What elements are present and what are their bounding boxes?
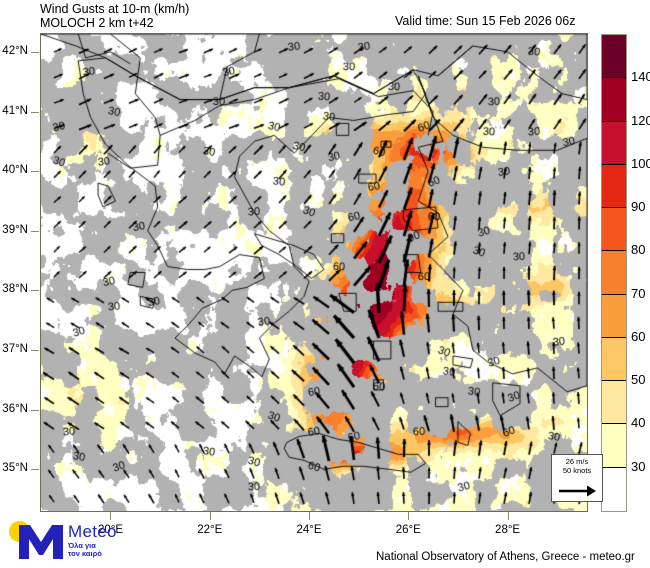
colorbar-band xyxy=(602,251,626,295)
colorbar-tick-label: 80 xyxy=(631,242,646,258)
colorbar-band xyxy=(602,467,626,511)
colorbar-tick-label: 140 xyxy=(631,69,650,85)
longitude-tick-mark xyxy=(408,512,410,520)
colorbar-band xyxy=(602,164,626,209)
colorbar-tick-label: 30 xyxy=(631,458,646,474)
latitude-tick-mark xyxy=(31,409,39,411)
longitude-tick-label: 24°E xyxy=(296,524,322,536)
latitude-tick-mark xyxy=(31,51,39,53)
wind-arrow-icon xyxy=(559,485,596,497)
colorbar-tick-label: 70 xyxy=(631,285,646,301)
colorbar-band xyxy=(602,294,626,338)
colorbar-band xyxy=(602,424,626,468)
valid-time-label: Valid time: Sun 15 Feb 2026 06z xyxy=(395,14,576,28)
latitude-tick-mark xyxy=(31,469,39,471)
colorbar-tick-label: 90 xyxy=(631,199,646,215)
latitude-tick-label: 40°N xyxy=(2,164,28,177)
gust-speed-colorbar xyxy=(601,34,627,512)
latitude-tick-mark xyxy=(31,230,39,232)
colorbar-band xyxy=(602,208,626,252)
longitude-tick-mark xyxy=(110,512,112,520)
colorbar-band xyxy=(602,78,626,122)
longitude-tick-mark xyxy=(209,512,211,520)
colorbar-tick-label: 40 xyxy=(631,415,646,431)
vector-legend-knots: 50 knots xyxy=(562,466,592,476)
longitude-tick-label: 20°E xyxy=(97,524,124,536)
longitude-tick-mark xyxy=(507,512,509,520)
colorbar-band xyxy=(602,381,626,425)
latitude-tick-mark xyxy=(31,111,39,113)
latitude-tick-label: 38°N xyxy=(2,283,28,296)
latitude-tick-label: 37°N xyxy=(2,343,28,355)
weather-map-plot[interactable] xyxy=(40,33,588,512)
chart-title-primary: Wind Gusts at 10-m (km/h) xyxy=(40,2,190,16)
colorbar-tick-label: 60 xyxy=(631,328,646,344)
longitude-tick-label: 28°E xyxy=(495,524,521,536)
latitude-tick-label: 35°N xyxy=(2,462,28,475)
latitude-tick-label: 42°N xyxy=(2,44,28,57)
colorbar-tick-label: 120 xyxy=(631,112,650,128)
latitude-tick-mark xyxy=(31,171,39,173)
colorbar-tick-label: 100 xyxy=(631,155,650,171)
meteo-logo-tagline-1: Όλα για xyxy=(68,541,96,550)
colorbar-band xyxy=(602,35,626,79)
colorbar-band xyxy=(602,121,626,165)
latitude-tick-label: 36°N xyxy=(2,402,28,415)
chart-title-model: MOLOCH 2 km t+42 xyxy=(40,16,154,30)
meteo-logo-wordmark: Meteo xyxy=(68,522,117,541)
colorbar-band xyxy=(602,337,626,382)
longitude-tick-mark xyxy=(309,512,311,520)
wind-vector-legend: 26 m/s 50 knots xyxy=(551,454,603,502)
wind-gust-heatmap-canvas xyxy=(41,34,587,511)
meteo-logo-tagline-2: τον καιρό xyxy=(68,549,102,558)
meteo-logo-m-icon xyxy=(19,525,63,559)
latitude-tick-label: 39°N xyxy=(2,223,28,236)
colorbar-tick-label: 50 xyxy=(631,372,646,388)
latitude-tick-label: 41°N xyxy=(2,104,28,117)
longitude-tick-label: 26°E xyxy=(395,524,421,536)
latitude-tick-mark xyxy=(31,350,39,351)
vector-legend-ms: 26 m/s xyxy=(565,457,589,466)
source-credit-label: National Observatory of Athens, Greece -… xyxy=(376,551,635,563)
latitude-tick-mark xyxy=(31,290,39,292)
longitude-tick-label: 22°E xyxy=(197,524,223,536)
